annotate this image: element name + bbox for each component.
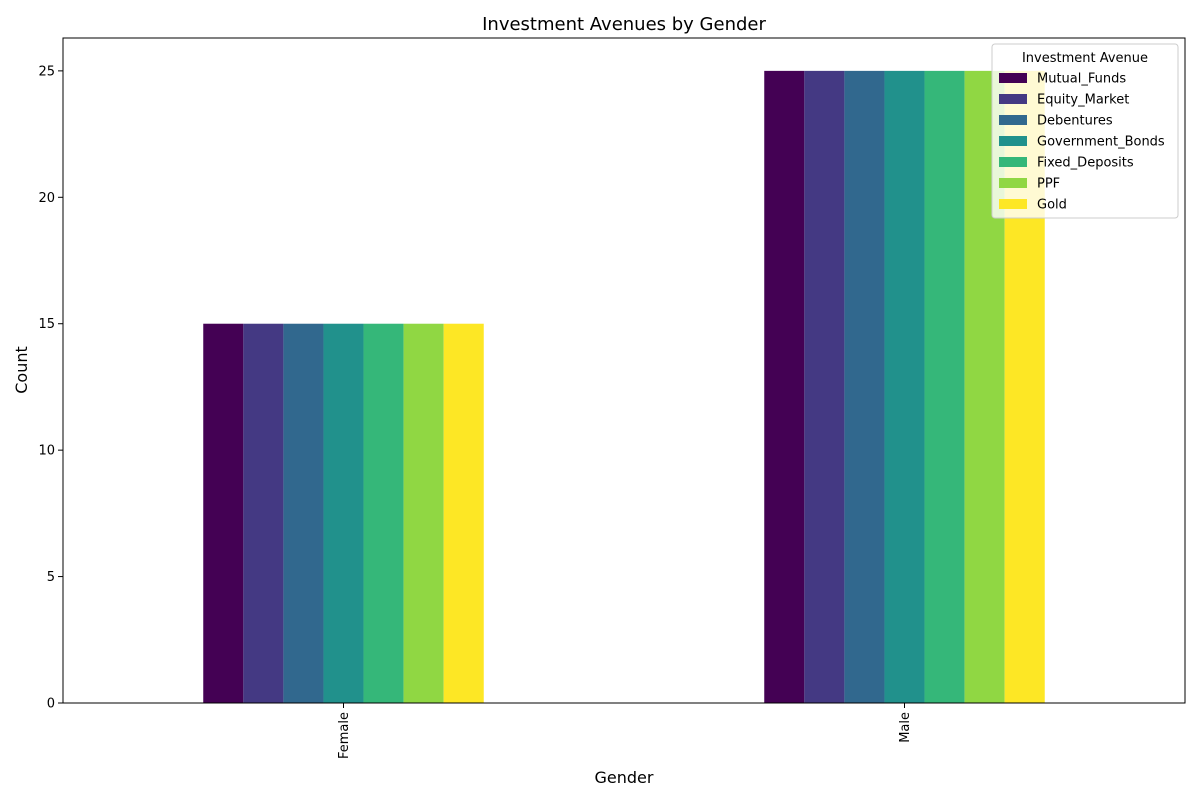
legend-items: Mutual_Funds Equity_Market Debentures Gover… — [999, 72, 1165, 213]
legend-swatch-government-bonds — [999, 136, 1027, 146]
bar-equity-market-female — [243, 323, 284, 703]
y-tick-label: 15 — [38, 317, 55, 332]
bar-debentures-male — [844, 70, 885, 703]
legend-title: Investment Avenue — [1022, 51, 1148, 66]
legend-label-debentures: Debentures — [1037, 114, 1113, 129]
chart-title: Investment Avenues by Gender — [482, 14, 766, 35]
legend-swatch-mutual-funds — [999, 73, 1027, 83]
legend-label-fixed-deposits: Fixed_Deposits — [1037, 156, 1134, 171]
legend-label-ppf: PPF — [1037, 177, 1060, 192]
legend-label-equity-market: Equity_Market — [1037, 93, 1129, 108]
legend-label-government-bonds: Government_Bonds — [1037, 135, 1165, 150]
bar-government-bonds-male — [884, 70, 925, 703]
bar-mutual-funds-female — [203, 323, 244, 703]
x-axis-label: Gender — [595, 768, 654, 787]
bar-debentures-female — [283, 323, 324, 703]
y-tick-label: 10 — [38, 444, 55, 459]
y-axis-label: Count — [12, 346, 31, 394]
legend-swatch-gold — [999, 199, 1027, 209]
bar-fixed-deposits-female — [363, 323, 404, 703]
y-tick-label: 5 — [47, 570, 55, 585]
bars-group — [203, 70, 1045, 703]
y-axis: 0 5 10 15 20 25 — [38, 64, 63, 712]
bar-equity-market-male — [804, 70, 845, 703]
bar-ppf-female — [403, 323, 444, 703]
x-axis: Female Male — [337, 703, 913, 759]
legend-swatch-ppf — [999, 178, 1027, 188]
y-tick-label: 25 — [38, 64, 55, 79]
bar-gold-female — [443, 323, 484, 703]
y-tick-label: 20 — [38, 191, 55, 206]
legend-label-mutual-funds: Mutual_Funds — [1037, 72, 1126, 87]
bar-fixed-deposits-male — [924, 70, 965, 703]
legend: Investment Avenue Mutual_Funds Equity_Mar… — [991, 43, 1179, 219]
legend-swatch-fixed-deposits — [999, 157, 1027, 167]
bar-government-bonds-female — [323, 323, 364, 703]
bar-mutual-funds-male — [764, 70, 805, 703]
plot-frame — [62, 37, 1186, 704]
legend-box — [991, 43, 1179, 219]
legend-label-gold: Gold — [1037, 198, 1067, 213]
y-tick-label: 0 — [47, 697, 55, 712]
x-tick-label-female: Female — [337, 712, 352, 759]
legend-swatch-debentures — [999, 115, 1027, 125]
x-tick-label-male: Male — [898, 712, 913, 743]
legend-swatch-equity-market — [999, 94, 1027, 104]
